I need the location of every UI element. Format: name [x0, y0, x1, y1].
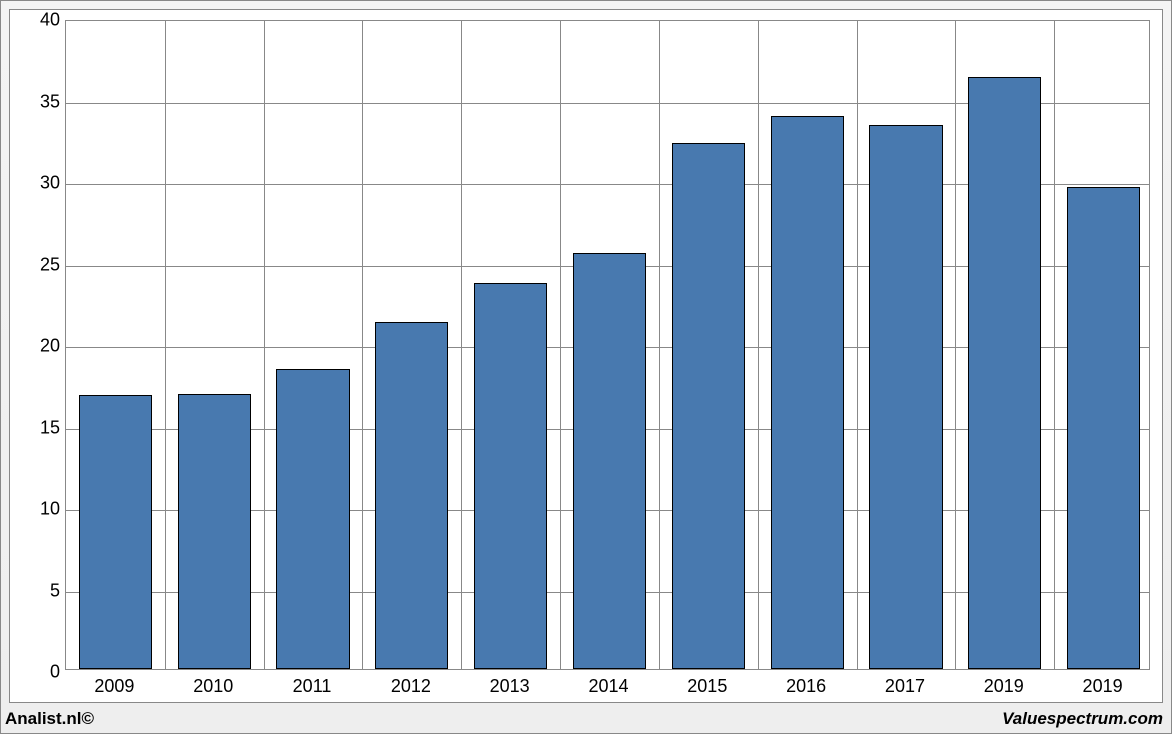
grid-line-vertical: [857, 21, 858, 669]
chart-bar: [869, 125, 942, 669]
y-axis-label: 40: [40, 10, 60, 31]
grid-line-vertical: [461, 21, 462, 669]
plot-frame: 0 5 10 15 20 25 30 35 40 2009 2010 2011 2012 2013 2014…: [9, 9, 1163, 703]
y-axis-label: 15: [40, 417, 60, 438]
chart-bar: [276, 369, 349, 669]
x-axis-label: 2016: [786, 676, 826, 697]
chart-bar: [1067, 187, 1140, 669]
grid-line-vertical: [955, 21, 956, 669]
chart-bar: [573, 253, 646, 669]
x-axis-label: 2011: [293, 676, 332, 697]
chart-bar: [79, 395, 152, 669]
footer-right-text: Valuespectrum.com: [1002, 709, 1163, 729]
grid-line-vertical: [165, 21, 166, 669]
grid-line-vertical: [560, 21, 561, 669]
y-axis-label: 5: [50, 580, 60, 601]
chart-bar: [771, 116, 844, 669]
x-axis-label: 2012: [391, 676, 431, 697]
chart-bar: [968, 77, 1041, 669]
grid-line-vertical: [362, 21, 363, 669]
x-axis-label: 2017: [885, 676, 925, 697]
y-axis-label: 20: [40, 336, 60, 357]
footer-left-text: Analist.nl©: [5, 709, 94, 729]
chart-container: 0 5 10 15 20 25 30 35 40 2009 2010 2011 2012 2013 2014…: [0, 0, 1172, 734]
y-axis-label: 30: [40, 173, 60, 194]
y-axis-label: 10: [40, 499, 60, 520]
chart-bar: [474, 283, 547, 669]
x-axis-label: 2019: [984, 676, 1024, 697]
x-axis-label: 2019: [1083, 676, 1123, 697]
chart-bar: [672, 143, 745, 669]
x-axis-label: 2015: [687, 676, 727, 697]
chart-bar: [375, 322, 448, 669]
x-axis-label: 2014: [588, 676, 628, 697]
y-axis-label: 0: [50, 662, 60, 683]
grid-line-vertical: [659, 21, 660, 669]
grid-line-vertical: [758, 21, 759, 669]
grid-line-vertical: [1054, 21, 1055, 669]
grid-line-vertical: [264, 21, 265, 669]
y-axis-label: 25: [40, 254, 60, 275]
chart-bar: [178, 394, 251, 669]
plot-area: [65, 20, 1150, 670]
y-axis-label: 35: [40, 91, 60, 112]
x-axis-label: 2010: [193, 676, 233, 697]
x-axis-label: 2009: [94, 676, 134, 697]
x-axis-label: 2013: [490, 676, 530, 697]
